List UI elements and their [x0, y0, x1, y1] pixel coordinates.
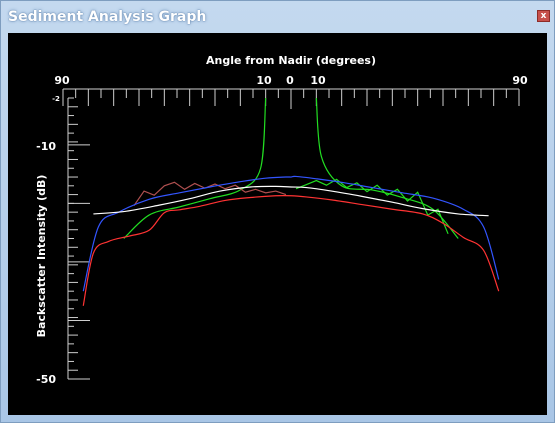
y-tick-label-minus-50: -50 — [36, 373, 56, 386]
x-axis-label: Angle from Nadir (degrees) — [206, 54, 376, 67]
y-tick-label-minus-2: -2 — [52, 95, 60, 103]
x-tick-label-10-left: 10 — [256, 74, 272, 87]
x-tick-label-0: 0 — [286, 74, 294, 87]
series-line-5 — [93, 185, 489, 217]
series-line-0 — [123, 97, 267, 239]
plot-area: Angle from Nadir (degrees) Backscatter I… — [8, 33, 547, 415]
close-icon[interactable]: x — [537, 10, 550, 22]
y-axis-label: Backscatter Intensity (dB) — [35, 175, 48, 338]
x-tick-label-90-right: 90 — [512, 74, 528, 87]
x-tick-label-10-right: 10 — [310, 74, 326, 87]
series-line-3 — [133, 181, 287, 207]
series-line-6 — [82, 194, 500, 306]
series-line-2 — [295, 178, 449, 235]
series-line-4 — [82, 175, 500, 292]
window-title: Sediment Analysis Graph — [8, 9, 207, 25]
title-bar[interactable]: Sediment Analysis Graph x — [1, 1, 554, 33]
series-line-1 — [315, 97, 459, 239]
y-tick-label-minus-10: -10 — [36, 140, 56, 153]
x-tick-label-90-left: 90 — [54, 74, 70, 87]
backscatter-chart: Angle from Nadir (degrees) Backscatter I… — [35, 54, 528, 386]
